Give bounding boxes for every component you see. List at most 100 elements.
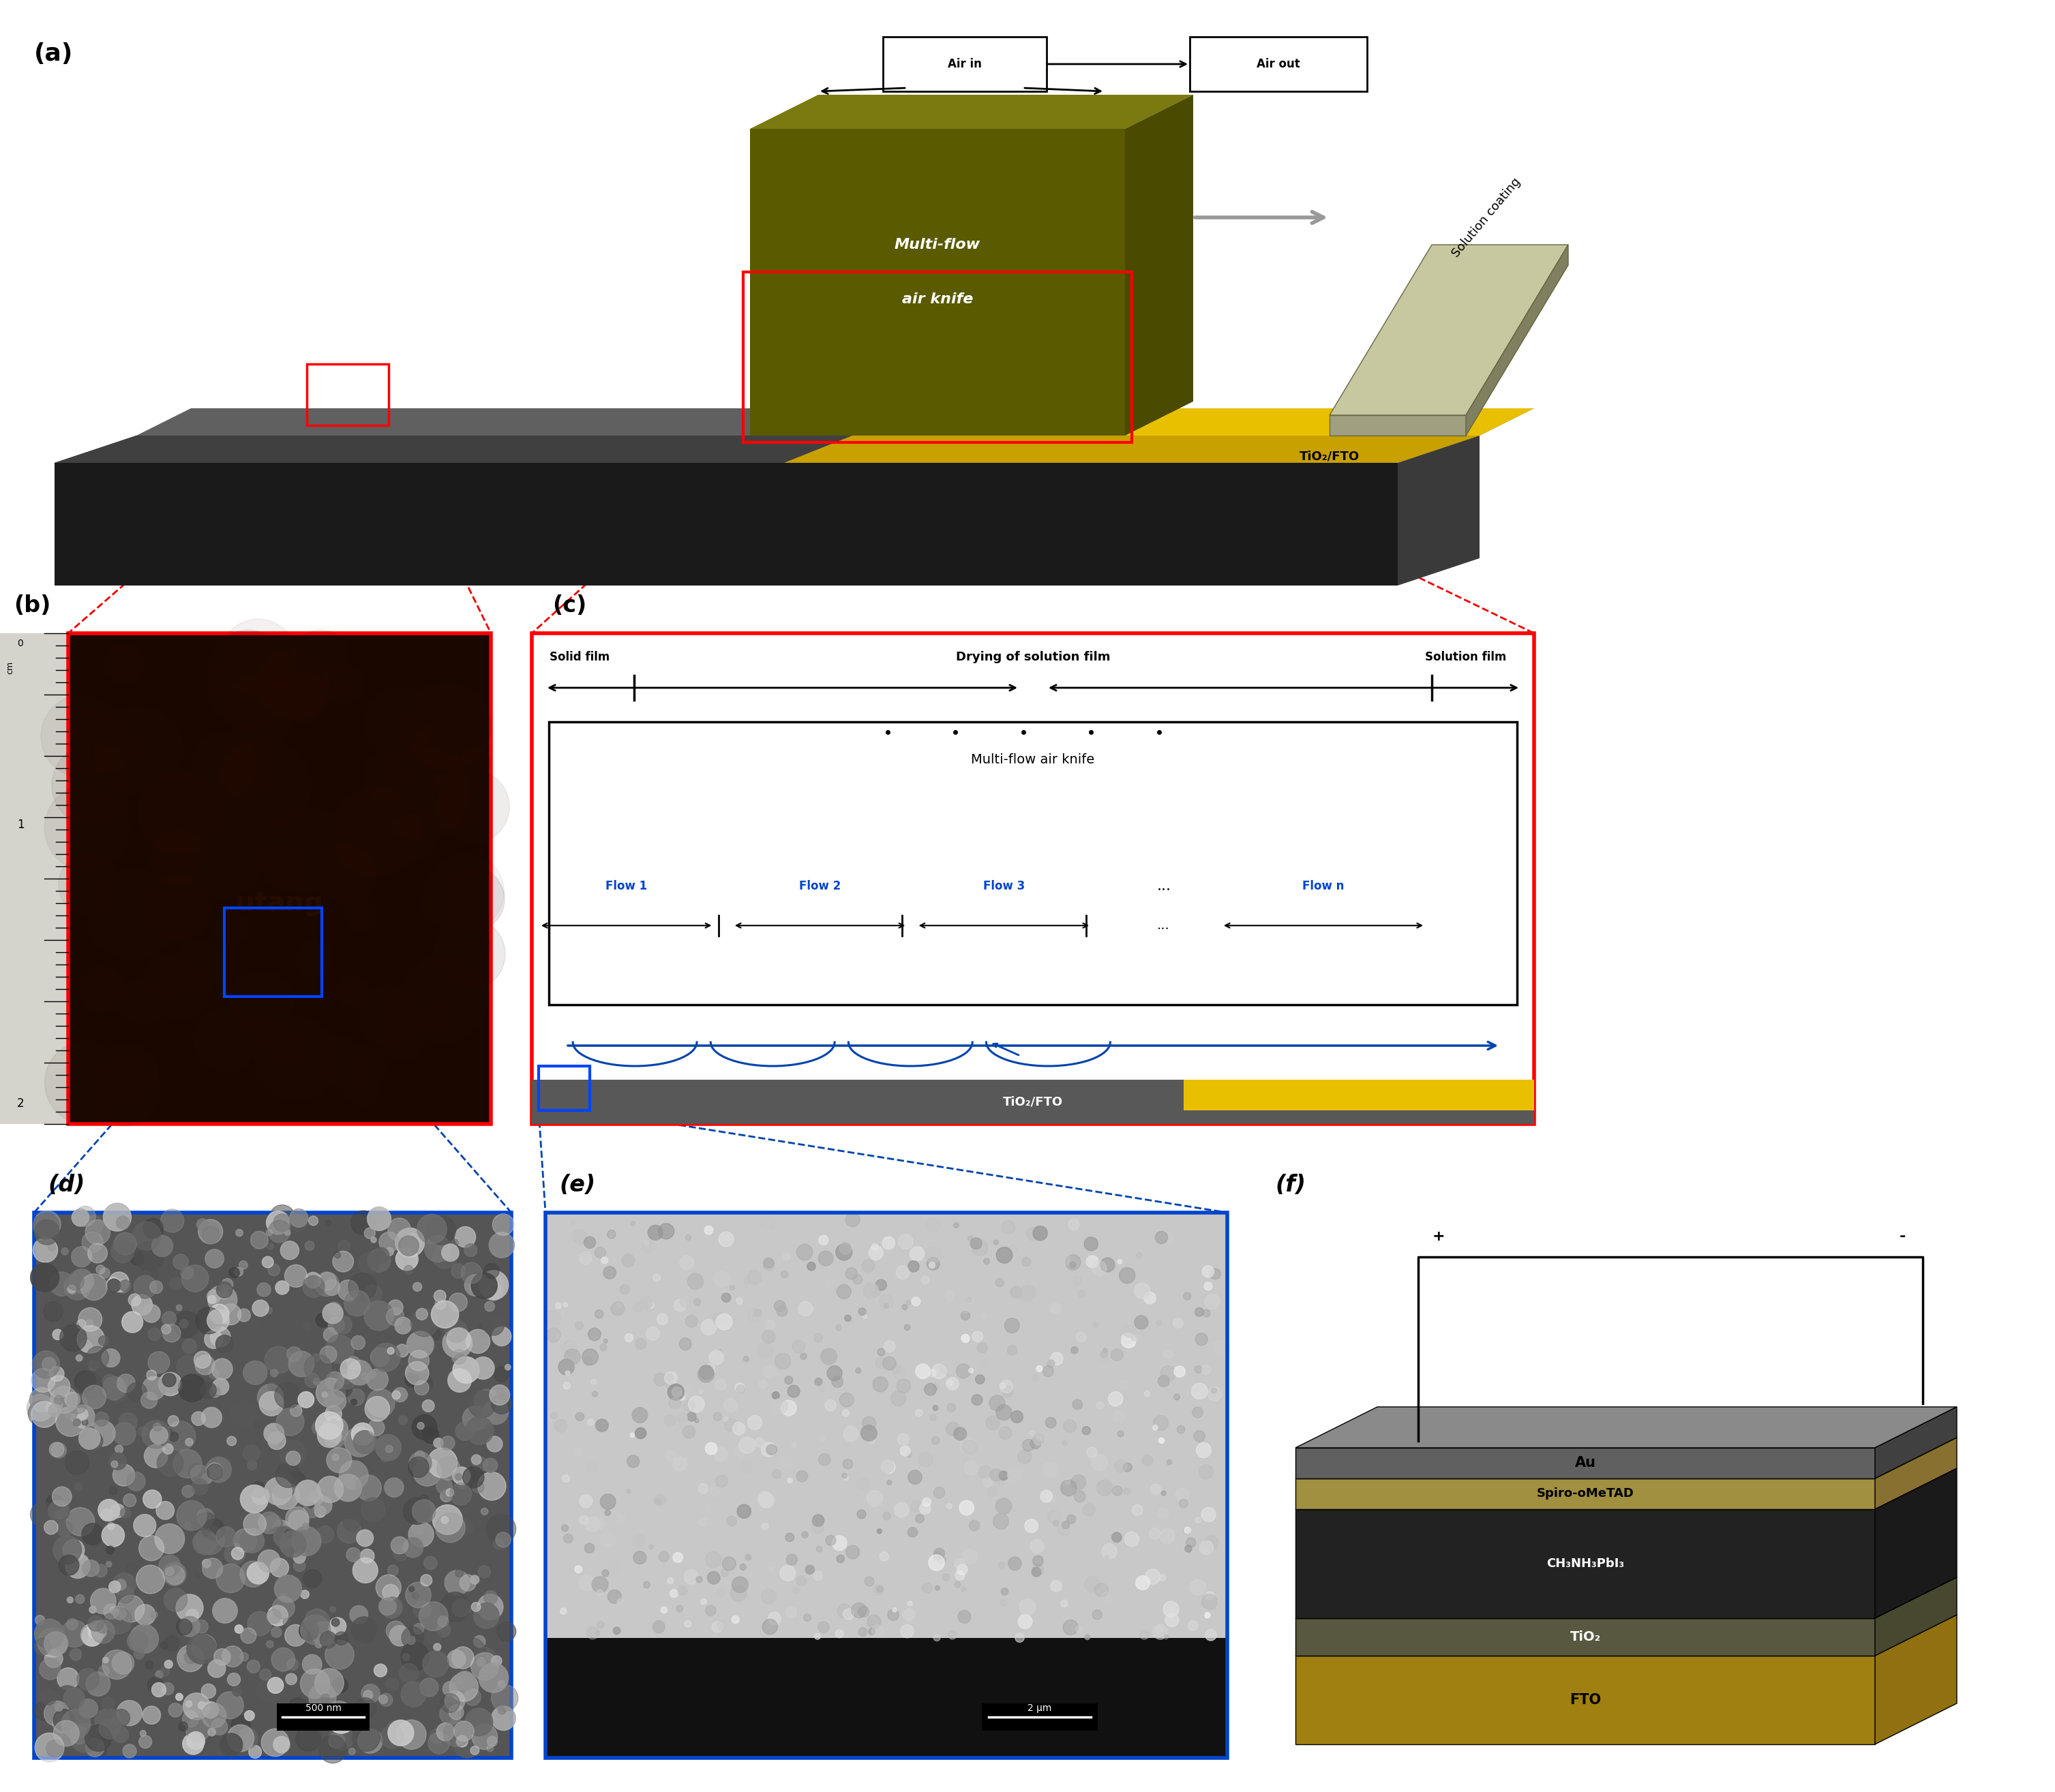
Circle shape: [33, 1351, 60, 1378]
Circle shape: [565, 1349, 580, 1366]
Circle shape: [631, 1220, 635, 1226]
Circle shape: [495, 1532, 512, 1546]
Circle shape: [902, 1607, 914, 1620]
Circle shape: [265, 1346, 292, 1374]
Circle shape: [1030, 1430, 1036, 1437]
Circle shape: [47, 1376, 70, 1398]
Circle shape: [436, 771, 510, 844]
Circle shape: [156, 1450, 183, 1477]
Circle shape: [35, 1615, 45, 1625]
Circle shape: [791, 1340, 806, 1353]
Circle shape: [201, 1529, 210, 1536]
Circle shape: [386, 1720, 405, 1738]
Circle shape: [88, 1616, 105, 1631]
Circle shape: [185, 1439, 193, 1446]
Circle shape: [1071, 1262, 1077, 1269]
Circle shape: [43, 1520, 58, 1534]
Circle shape: [647, 1303, 653, 1308]
Circle shape: [405, 1362, 429, 1385]
Circle shape: [880, 1552, 890, 1561]
Circle shape: [345, 1070, 380, 1106]
Circle shape: [723, 1417, 727, 1421]
Circle shape: [744, 1278, 750, 1285]
Circle shape: [253, 1299, 269, 1317]
Circle shape: [1204, 1281, 1212, 1290]
Circle shape: [1104, 1348, 1108, 1353]
Circle shape: [403, 1233, 421, 1253]
Circle shape: [639, 1296, 653, 1308]
Circle shape: [440, 1693, 460, 1713]
Circle shape: [1124, 1487, 1130, 1495]
Circle shape: [386, 1348, 395, 1355]
Circle shape: [286, 1625, 306, 1647]
Circle shape: [388, 814, 436, 862]
Circle shape: [427, 1448, 458, 1478]
Circle shape: [393, 1387, 407, 1401]
Circle shape: [471, 1602, 481, 1611]
Circle shape: [107, 1546, 115, 1554]
Circle shape: [55, 1686, 80, 1711]
Text: cm: cm: [6, 661, 14, 674]
Circle shape: [832, 1376, 843, 1387]
Circle shape: [401, 1643, 429, 1670]
Circle shape: [1186, 1538, 1196, 1546]
Circle shape: [884, 1340, 896, 1353]
Circle shape: [325, 1279, 339, 1296]
Circle shape: [785, 1532, 793, 1541]
Circle shape: [107, 1523, 115, 1530]
Circle shape: [349, 1749, 356, 1754]
Circle shape: [1093, 1609, 1101, 1620]
Circle shape: [111, 1460, 117, 1468]
Circle shape: [962, 1312, 970, 1321]
Circle shape: [791, 1443, 797, 1448]
Circle shape: [351, 1724, 380, 1751]
Circle shape: [314, 1668, 343, 1697]
Circle shape: [210, 1387, 220, 1398]
Polygon shape: [1874, 1407, 1956, 1478]
Circle shape: [325, 1371, 343, 1391]
Circle shape: [72, 1247, 92, 1267]
Circle shape: [132, 1253, 144, 1265]
Circle shape: [1210, 1269, 1221, 1279]
Circle shape: [31, 1263, 60, 1292]
Circle shape: [947, 1374, 954, 1380]
Circle shape: [1036, 1435, 1040, 1441]
Circle shape: [267, 1434, 282, 1446]
Circle shape: [575, 1412, 584, 1421]
Circle shape: [201, 1702, 226, 1727]
Circle shape: [904, 1324, 910, 1330]
Circle shape: [1153, 1624, 1167, 1640]
Circle shape: [62, 1247, 68, 1254]
Circle shape: [1163, 1349, 1173, 1358]
Circle shape: [413, 1624, 423, 1634]
Circle shape: [491, 1394, 512, 1414]
Circle shape: [376, 1437, 401, 1460]
Circle shape: [325, 1220, 331, 1226]
Circle shape: [144, 1489, 162, 1509]
Circle shape: [875, 1279, 886, 1290]
Circle shape: [1077, 1625, 1083, 1633]
Circle shape: [464, 1708, 493, 1736]
Polygon shape: [1330, 416, 1465, 435]
Circle shape: [727, 1516, 738, 1527]
Circle shape: [51, 1387, 78, 1414]
Circle shape: [314, 1505, 327, 1518]
Circle shape: [343, 1514, 360, 1530]
Circle shape: [775, 1353, 791, 1369]
Circle shape: [1025, 1520, 1038, 1532]
Text: air knife: air knife: [902, 292, 974, 306]
Circle shape: [1048, 1511, 1060, 1523]
Circle shape: [695, 1299, 701, 1306]
Circle shape: [1202, 1595, 1217, 1609]
Circle shape: [183, 1486, 193, 1498]
Circle shape: [1005, 1319, 1019, 1333]
Circle shape: [164, 1659, 173, 1668]
Circle shape: [125, 1563, 136, 1573]
Circle shape: [288, 1659, 298, 1670]
Circle shape: [993, 1514, 1009, 1529]
Circle shape: [399, 1663, 419, 1683]
Circle shape: [436, 1299, 446, 1310]
Circle shape: [1054, 1251, 1071, 1265]
Circle shape: [880, 1294, 894, 1308]
Circle shape: [251, 1487, 269, 1505]
